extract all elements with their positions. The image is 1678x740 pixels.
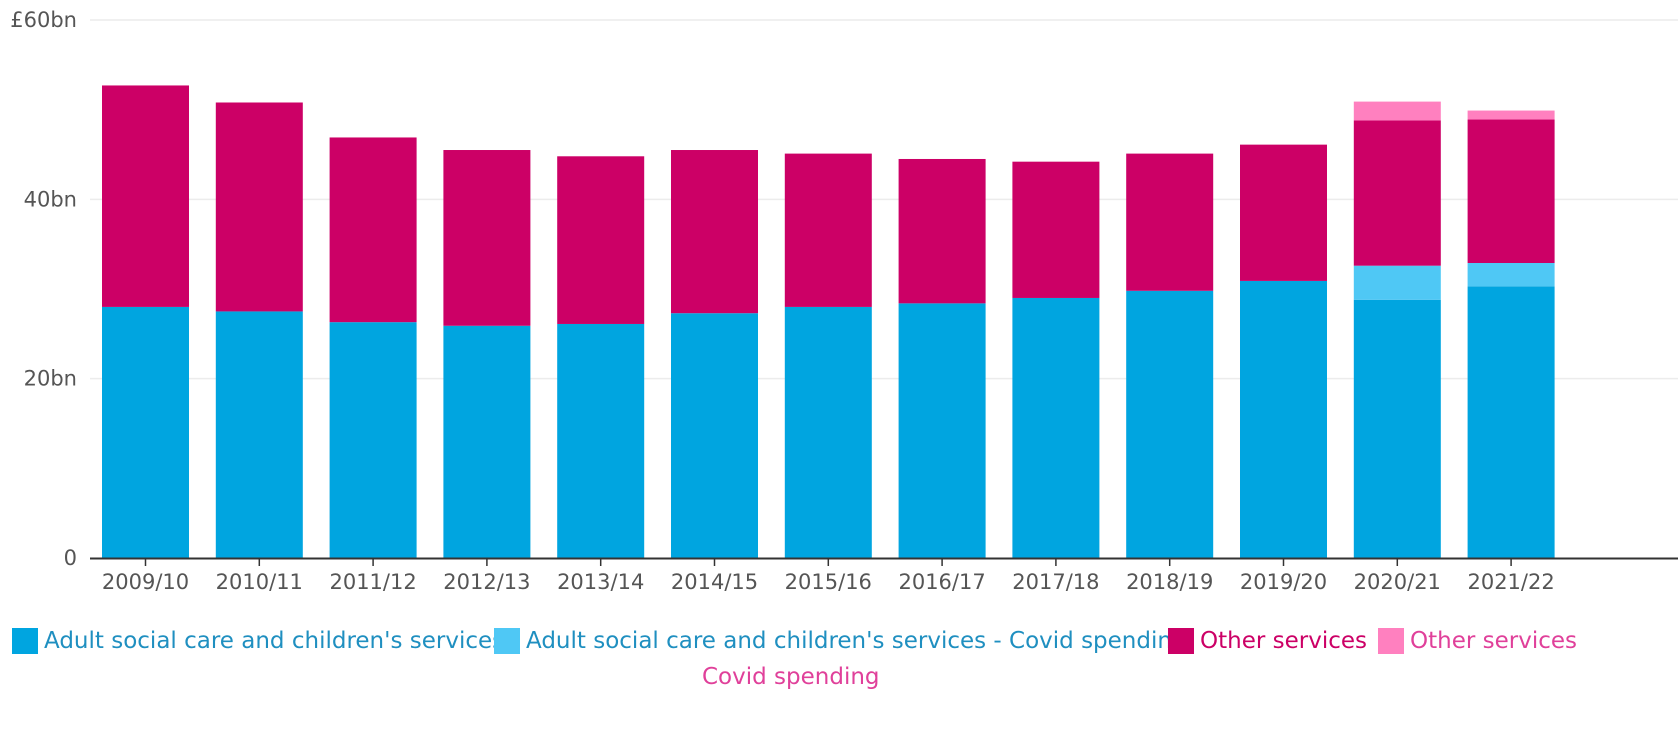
- bar-segment-series-2[interactable]: [784, 153, 872, 307]
- legend-label-continued: Covid spending: [702, 664, 880, 690]
- bar-segment-series-0[interactable]: [215, 311, 303, 558]
- bar-segment-series-0[interactable]: [557, 323, 645, 558]
- bar-segment-series-2[interactable]: [102, 85, 189, 307]
- bar-segment-series-2[interactable]: [443, 150, 531, 326]
- x-axis-ticks: 2009/10 2010/11 2011/12 2012/13 2013/14 2014/…: [102, 558, 1555, 594]
- legend-swatch: [1378, 628, 1404, 654]
- x-tick-label: 2009/10: [102, 570, 189, 594]
- legend-label: Other services: [1410, 628, 1577, 654]
- bar-segment-series-0[interactable]: [1353, 299, 1441, 558]
- legend-swatch: [494, 628, 520, 654]
- legend-label: Other services: [1200, 628, 1367, 654]
- bar-segment-series-2[interactable]: [1353, 120, 1441, 266]
- bar-segment-series-0[interactable]: [1467, 286, 1555, 558]
- bar-segment-series-0[interactable]: [1126, 290, 1214, 558]
- bar-segment-series-0[interactable]: [784, 306, 872, 558]
- bar-segment-series-2[interactable]: [1467, 119, 1555, 263]
- bar-segment-series-0[interactable]: [443, 325, 531, 558]
- legend-item-other-services[interactable]: Other services: [1168, 628, 1367, 654]
- bar-segment-series-2[interactable]: [898, 158, 986, 304]
- legend-item-adult-social-care-covid[interactable]: Adult social care and children's service…: [494, 628, 1187, 654]
- bar-segment-series-0[interactable]: [898, 303, 986, 558]
- legend-item-other-services-covid[interactable]: Other services: [1378, 628, 1577, 654]
- x-tick-label: 2010/11: [216, 570, 303, 594]
- y-tick-label: 20bn: [24, 367, 77, 391]
- x-tick-label: 2015/16: [785, 570, 872, 594]
- bar-segment-series-3[interactable]: [1353, 101, 1441, 121]
- legend-item-adult-social-care[interactable]: Adult social care and children's service…: [12, 628, 504, 654]
- x-tick-label: 2020/21: [1354, 570, 1441, 594]
- x-tick-label: 2016/17: [898, 570, 985, 594]
- bar-segment-series-0[interactable]: [671, 313, 758, 558]
- bar-segment-series-3[interactable]: [1467, 110, 1555, 120]
- y-tick-label: 40bn: [24, 187, 77, 211]
- y-tick-label: £60bn: [10, 8, 77, 32]
- bars: [102, 85, 1555, 558]
- legend-label: Adult social care and children's service…: [526, 628, 1187, 654]
- bar-segment-series-2[interactable]: [1126, 153, 1214, 291]
- legend-label: Adult social care and children's service…: [44, 628, 505, 654]
- legend-swatch: [1168, 628, 1194, 654]
- x-tick-label: 2011/12: [329, 570, 416, 594]
- y-axis-ticks: 0 20bn 40bn £60bn: [10, 8, 77, 570]
- x-tick-label: 2017/18: [1012, 570, 1099, 594]
- bar-segment-series-0[interactable]: [102, 306, 189, 558]
- bar-segment-series-2[interactable]: [1012, 161, 1100, 298]
- bar-segment-series-1[interactable]: [1467, 262, 1555, 287]
- bar-segment-series-2[interactable]: [671, 150, 758, 314]
- bar-segment-series-2[interactable]: [1240, 144, 1327, 281]
- x-tick-label: 2014/15: [671, 570, 758, 594]
- bar-segment-series-2[interactable]: [329, 137, 417, 323]
- x-tick-label: 2012/13: [443, 570, 530, 594]
- y-tick-label: 0: [64, 546, 77, 570]
- x-tick-label: 2013/14: [557, 570, 644, 594]
- x-tick-label: 2018/19: [1126, 570, 1213, 594]
- x-tick-label: 2019/20: [1240, 570, 1327, 594]
- bar-segment-series-0[interactable]: [1240, 280, 1327, 558]
- bar-segment-series-0[interactable]: [1012, 297, 1100, 558]
- bar-segment-series-1[interactable]: [1353, 265, 1441, 300]
- x-tick-label: 2021/22: [1467, 570, 1554, 594]
- legend-swatch: [12, 628, 38, 654]
- bar-segment-series-2[interactable]: [557, 156, 645, 324]
- bar-segment-series-0[interactable]: [329, 322, 417, 558]
- bar-segment-series-2[interactable]: [215, 102, 303, 312]
